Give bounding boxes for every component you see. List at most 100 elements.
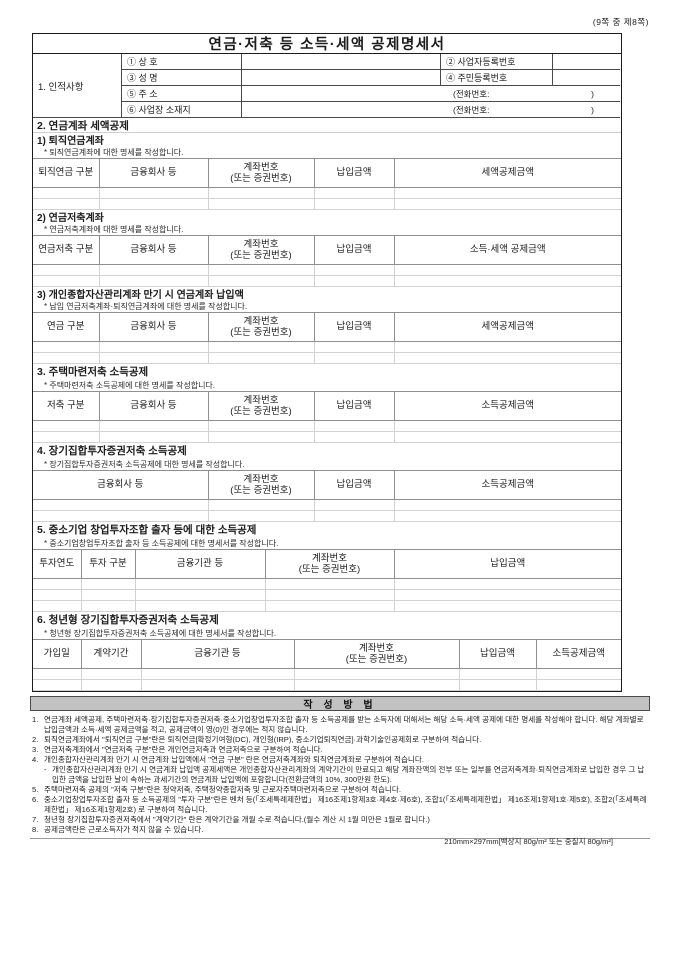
column-header: 연금 구분 bbox=[33, 312, 100, 342]
retirement-pension-table: 퇴직연금 구분 금융회사 등 계좌번호 (또는 증권번호) 납입금액 세액공제금… bbox=[33, 158, 621, 210]
instruction-item: 1. 연금계좌 세액공제, 주택마련저축·장기집합투자증권저축·중소기업창업투자조… bbox=[32, 715, 644, 734]
table-row bbox=[33, 275, 621, 287]
empty-cell bbox=[393, 187, 621, 199]
instructions-section: 작 성 방 법 1. 연금계좌 세액공제, 주택마련저축·장기집합투자증권저축·중… bbox=[30, 696, 650, 839]
empty-cell bbox=[140, 679, 295, 691]
field-name-value bbox=[242, 70, 441, 86]
empty-cell bbox=[264, 578, 395, 590]
empty-cell bbox=[33, 275, 100, 287]
field-label-resident-reg-no: ④ 주민등록번호 bbox=[441, 70, 553, 86]
field-workplace-address-value: (전화번호: ) bbox=[242, 102, 620, 118]
empty-cell bbox=[207, 510, 315, 522]
empty-cell bbox=[33, 264, 100, 276]
table-row bbox=[33, 510, 621, 522]
table-row bbox=[33, 600, 621, 612]
column-header: 금융기관 등 bbox=[134, 549, 266, 579]
instruction-item: 5. 주택마련저축 공제의 "저축 구분"란은 청약저축, 주택청약종합저축 및 … bbox=[32, 785, 401, 794]
empty-cell bbox=[458, 668, 537, 680]
instruction-item: 7. 청년형 장기집합투자증권저축에서 "계약기간" 란은 계약기간을 개월 수로… bbox=[32, 815, 430, 824]
subsection-title-isa-maturity: 3) 개인종합자산관리계좌 만기 시 연금계좌 납입액 bbox=[37, 290, 244, 301]
empty-cell bbox=[264, 600, 395, 612]
empty-cell bbox=[293, 668, 460, 680]
lt-fund-savings-table: 금융회사 등 계좌번호 (또는 증권번호) 납입금액 소득공제금액 bbox=[33, 470, 621, 522]
column-header: 계좌번호 (또는 증권번호) bbox=[264, 549, 395, 579]
column-header: 계좌번호 (또는 증권번호) bbox=[207, 235, 315, 265]
empty-cell bbox=[98, 420, 209, 432]
instruction-item: 8. 공제금액란은 근로소득자가 적지 않을 수 있습니다. bbox=[32, 825, 204, 834]
instruction-item: 2. 퇴직연금계좌에서 "퇴직연금 구분"란은 퇴직연금[확정기여형(DC), 개… bbox=[32, 735, 482, 744]
deduction-statement-form: 연금·저축 등 소득·세액 공제명세서 1. 인적사항 ① 상 호 ② 사업자등… bbox=[32, 33, 622, 692]
empty-cell bbox=[313, 187, 395, 199]
column-header: 퇴직연금 구분 bbox=[33, 158, 100, 188]
empty-cell bbox=[207, 275, 315, 287]
empty-cell bbox=[313, 420, 395, 432]
column-header: 연금저축 구분 bbox=[33, 235, 100, 265]
column-header: 금융회사 등 bbox=[33, 470, 209, 500]
form-title: 연금·저축 등 소득·세액 공제명세서 bbox=[33, 34, 621, 54]
table-row bbox=[33, 198, 621, 210]
empty-cell bbox=[207, 352, 315, 364]
table-row bbox=[33, 420, 621, 432]
empty-cell bbox=[33, 668, 82, 680]
housing-savings-table: 저축 구분 금융회사 등 계좌번호 (또는 증권번호) 납입금액 소득공제금액 bbox=[33, 391, 621, 443]
note-isa-maturity: * 납입 연금저축계좌·퇴직연금계좌에 대한 명세를 작성합니다. bbox=[44, 301, 248, 311]
empty-cell bbox=[33, 341, 100, 353]
empty-cell bbox=[458, 679, 537, 691]
column-header: 납입금액 bbox=[458, 639, 537, 669]
paper-spec-label: 210mm×297mm[백상지 80g/m² 또는 중질지 80g/m²] bbox=[444, 837, 613, 846]
empty-cell bbox=[264, 589, 395, 601]
field-label-business-reg-no: ② 사업자등록번호 bbox=[441, 54, 553, 70]
empty-cell bbox=[98, 352, 209, 364]
table-row bbox=[33, 499, 621, 511]
isa-maturity-table: 연금 구분 금융회사 등 계좌번호 (또는 증권번호) 납입금액 세액공제금액 bbox=[33, 312, 621, 364]
subsection-title-retirement-pension: 1) 퇴직연금계좌 bbox=[37, 136, 104, 147]
empty-cell bbox=[134, 589, 266, 601]
empty-cell bbox=[98, 275, 209, 287]
note-youth-lt-fund: * 청년형 장기집합투자증권저축 소득공제에 대한 명세서를 작성합니다. bbox=[44, 628, 277, 638]
empty-cell bbox=[98, 431, 209, 443]
empty-cell bbox=[393, 510, 621, 522]
column-header: 납입금액 bbox=[393, 549, 621, 579]
column-header: 가입일 bbox=[33, 639, 82, 669]
table-row bbox=[33, 431, 621, 443]
table-row bbox=[33, 578, 621, 590]
pension-savings-table: 연금저축 구분 금융회사 등 계좌번호 (또는 증권번호) 납입금액 소득·세액… bbox=[33, 235, 621, 287]
empty-cell bbox=[313, 341, 395, 353]
empty-cell bbox=[80, 578, 136, 590]
section-title-pension-account: 2. 연금계좌 세액공제 bbox=[33, 118, 621, 133]
column-header: 납입금액 bbox=[313, 312, 395, 342]
field-company-name-value bbox=[242, 54, 441, 70]
empty-cell bbox=[207, 341, 315, 353]
instructions-body: 1. 연금계좌 세액공제, 주택마련저축·장기집합투자증권저축·중소기업창업투자조… bbox=[30, 711, 650, 839]
empty-cell bbox=[140, 668, 295, 680]
empty-cell bbox=[207, 431, 315, 443]
column-header: 계좌번호 (또는 증권번호) bbox=[207, 391, 315, 421]
empty-cell bbox=[393, 275, 621, 287]
empty-cell bbox=[393, 499, 621, 511]
field-resident-reg-no-value bbox=[553, 70, 620, 86]
empty-cell bbox=[393, 589, 621, 601]
section-title-lt-fund-savings: 4. 장기집합투자증권저축 소득공제 bbox=[37, 445, 187, 457]
note-housing-savings: * 주택마련저축 소득공제에 대한 명세를 작성합니다. bbox=[44, 380, 216, 390]
column-header: 금융기관 등 bbox=[140, 639, 295, 669]
instruction-item: 6. 중소기업창업투자조합 출자 등 소득공제의 "투자 구분"란은 벤처 등(「… bbox=[32, 795, 647, 814]
empty-cell bbox=[207, 499, 315, 511]
instruction-item: 4. 개인종합자산관리계좌 만기 시 연금계좌 납입액에서 "연금 구분" 란은 … bbox=[32, 755, 425, 764]
empty-cell bbox=[313, 431, 395, 443]
empty-cell bbox=[393, 431, 621, 443]
column-header: 계좌번호 (또는 증권번호) bbox=[207, 312, 315, 342]
empty-cell bbox=[393, 198, 621, 210]
table-row bbox=[33, 264, 621, 276]
phone-label: (전화번호: ) bbox=[453, 88, 594, 99]
empty-cell bbox=[313, 275, 395, 287]
table-row bbox=[33, 589, 621, 601]
empty-cell bbox=[80, 668, 142, 680]
empty-cell bbox=[33, 420, 100, 432]
empty-cell bbox=[393, 264, 621, 276]
empty-cell bbox=[98, 341, 209, 353]
phone-label: (전화번호: ) bbox=[453, 104, 594, 115]
column-header: 소득공제금액 bbox=[393, 470, 621, 500]
section-title-venture-investment: 5. 중소기업 창업투자조합 출자 등에 대한 소득공제 bbox=[37, 524, 257, 536]
field-label-name: ③ 성 명 bbox=[122, 70, 242, 86]
column-header: 계좌번호 (또는 증권번호) bbox=[207, 158, 315, 188]
